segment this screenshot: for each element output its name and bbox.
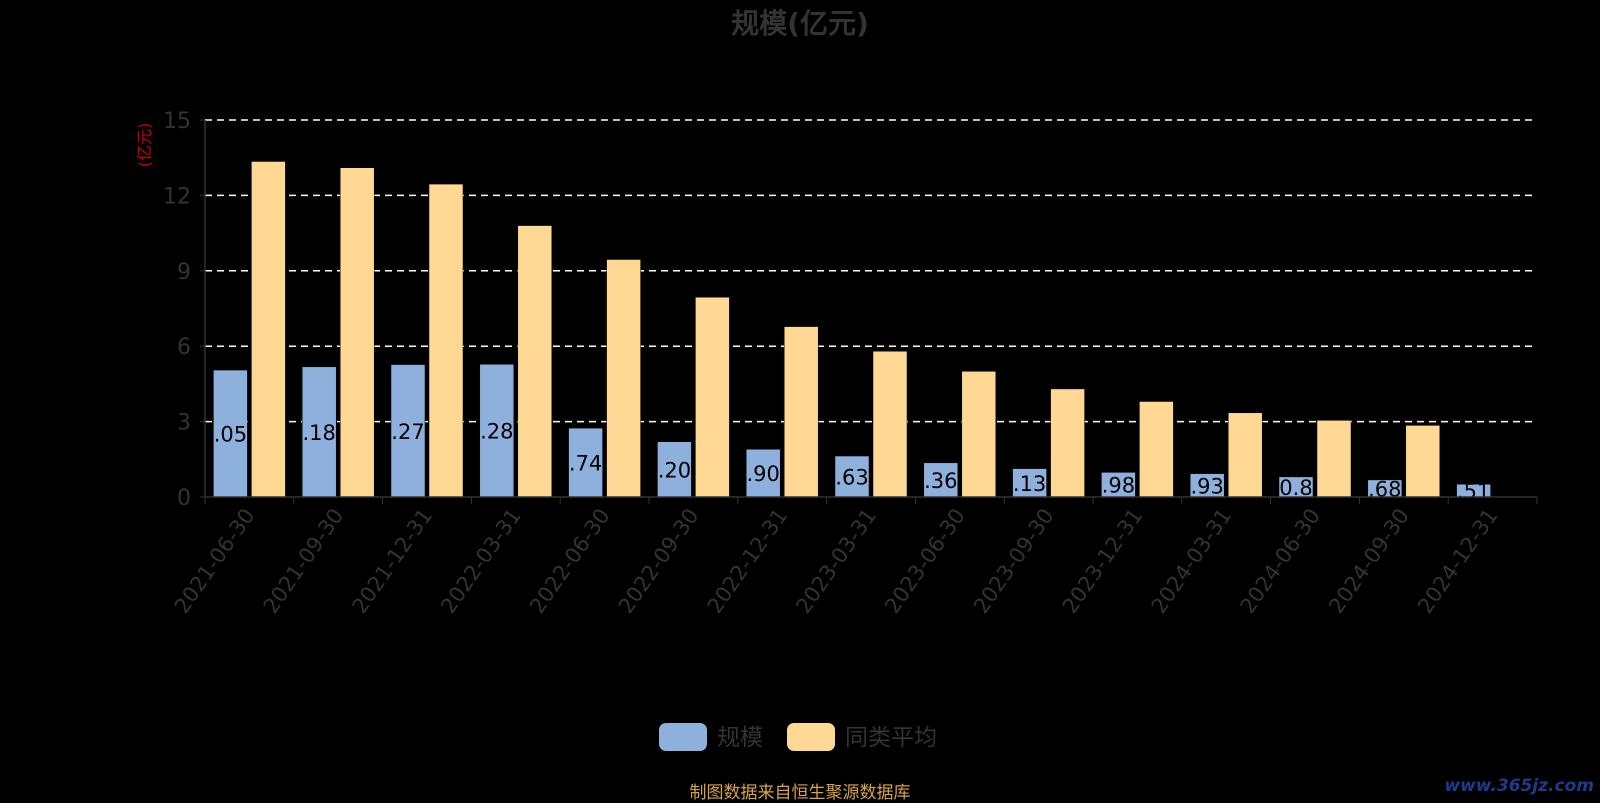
x-tick-label: 2023-12-31 (1058, 504, 1148, 618)
bar-2-scale (390, 364, 426, 498)
bar-1-peer-average (339, 167, 375, 498)
y-tick-label: 15 (163, 109, 191, 134)
chart-title: 规模(亿元) (731, 7, 869, 40)
bar-5-scale (657, 441, 692, 498)
bar-value-label: .63 (835, 466, 868, 490)
bar-1-scale (301, 366, 337, 498)
bar-3-scale (479, 364, 515, 498)
bar-2-peer-average (428, 183, 464, 498)
bar-11-peer-average (1227, 412, 1263, 498)
x-tick-label: 2021-06-30 (170, 504, 260, 618)
bar-value-label: .90 (746, 462, 779, 486)
x-tick-label: 2023-03-31 (791, 504, 881, 618)
bar-8-peer-average (961, 371, 997, 498)
bar-value-label: .13 (1013, 472, 1046, 496)
y-tick-label: 6 (177, 335, 191, 360)
bar-value-label: .51 (1457, 480, 1490, 504)
y-tick-label: 12 (163, 184, 191, 209)
bar-9-peer-average (1050, 388, 1085, 498)
x-tick-label: 2022-06-30 (525, 504, 615, 618)
bar-7-peer-average (872, 350, 908, 498)
bar-value-label: .36 (924, 469, 957, 493)
x-tick-label: 2022-09-30 (614, 504, 704, 618)
bar-value-label: 0.8 (1279, 476, 1312, 500)
bar-value-label: .27 (391, 420, 424, 444)
bar-value-label: .05 (214, 423, 247, 447)
legend-swatch-peer-average (787, 723, 835, 751)
legend-label-scale: 规模 (717, 725, 763, 751)
y-tick-label: 0 (177, 486, 191, 511)
x-tick-label: 2021-09-30 (259, 504, 349, 618)
bar-4-scale (568, 427, 603, 498)
bar-4-peer-average (606, 259, 641, 498)
gridlines (205, 119, 1537, 423)
bar-7-scale (834, 455, 870, 498)
bar-0-peer-average (251, 161, 286, 498)
x-tick-label: 2023-06-30 (880, 504, 970, 618)
bar-value-label: .93 (1190, 474, 1223, 498)
bar-3-peer-average (517, 225, 553, 498)
x-tick-label: 2024-09-30 (1324, 504, 1414, 618)
bar-9-scale (1012, 468, 1047, 498)
legend-swatch-scale (659, 723, 707, 751)
x-tick-label: 2024-06-30 (1235, 504, 1325, 618)
legend-label-peer-average: 同类平均 (845, 725, 937, 751)
bar-6-peer-average (783, 326, 819, 498)
bars: .05 .18 .27 .28 .74 .20 .90 .63 .36 .13 .98 .93 0.8.… (213, 161, 1491, 504)
legend: 规模 同类平均 (659, 723, 937, 751)
bar-10-peer-average (1139, 401, 1174, 498)
bar-6-scale (745, 448, 781, 498)
y-tick-label: 9 (177, 260, 191, 285)
bar-value-label: .20 (658, 458, 691, 482)
y-tick-label: 3 (177, 411, 191, 436)
x-tick-label: 2023-09-30 (969, 504, 1059, 618)
bar-value-label: .28 (480, 420, 513, 444)
bar-10-scale (1101, 472, 1136, 498)
bar-value-label: .68 (1368, 477, 1401, 501)
bar-5-peer-average (695, 296, 730, 498)
x-tick-label: 2022-12-31 (703, 504, 793, 618)
bar-13-peer-average (1405, 425, 1441, 498)
bar-12-peer-average (1316, 420, 1352, 498)
bar-0-scale (213, 369, 248, 498)
bar-value-label: .18 (302, 421, 335, 445)
bar-value-label: .74 (569, 452, 602, 476)
x-tick-label: 2021-12-31 (347, 504, 437, 618)
bar-value-label: .98 (1102, 474, 1135, 498)
source-note: 制图数据来自恒生聚源数据库 (689, 783, 911, 803)
watermark: www.365jz.com (1444, 776, 1594, 796)
x-tick-label: 2024-03-31 (1147, 504, 1237, 618)
x-tick-label: 2024-12-31 (1413, 504, 1503, 618)
x-tick-label: 2022-03-31 (436, 504, 526, 618)
y-axis-label: (亿元) (135, 123, 154, 168)
